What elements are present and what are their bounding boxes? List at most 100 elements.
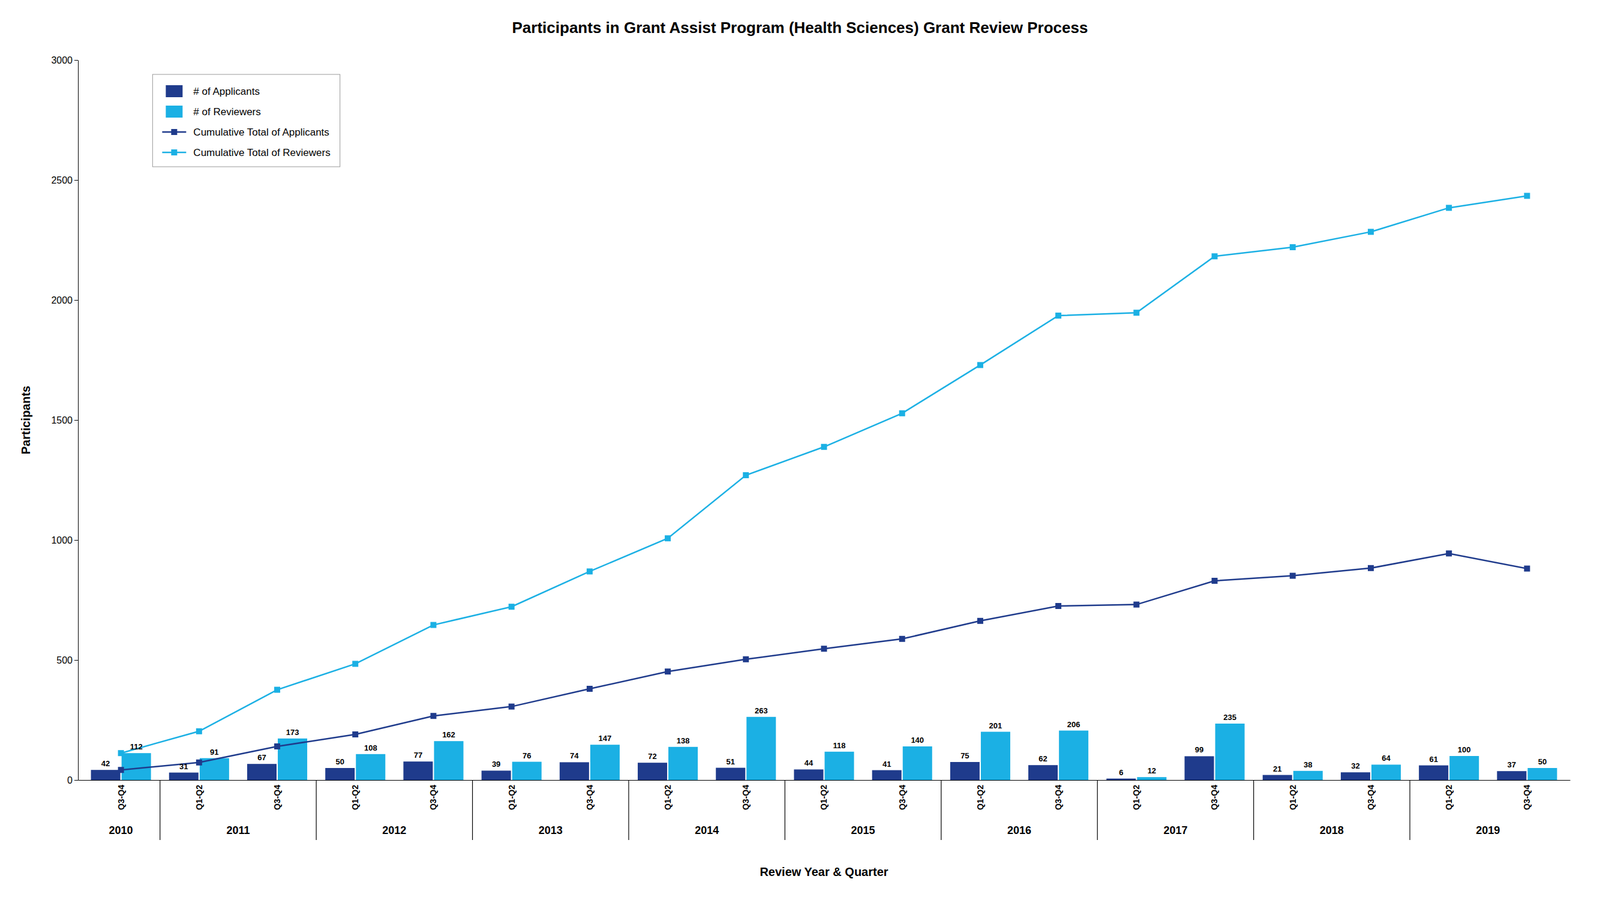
legend-box: [152, 74, 340, 167]
data-label: 44: [804, 758, 814, 768]
y-tick: 2000: [50, 295, 78, 306]
data-label: 32: [1351, 761, 1360, 771]
group-separator: [316, 779, 317, 840]
bar: [980, 731, 1011, 780]
legend-label: Cumulative Total of Reviewers: [193, 146, 330, 159]
x-tick-label: Q1-Q2: [1131, 784, 1142, 810]
x-tick: Q3-Q4: [1366, 784, 1376, 810]
x-tick: Q3-Q4: [1209, 784, 1220, 810]
y-tick-label: 500: [56, 655, 73, 666]
data-label: 51: [726, 757, 735, 767]
marker: [1211, 253, 1218, 260]
marker: [1523, 565, 1530, 572]
data-label: 38: [1303, 760, 1313, 770]
marker: [1367, 565, 1374, 572]
x-tick-label: Q3-Q4: [116, 784, 126, 810]
y-axis-line: [77, 60, 79, 781]
group-label: 2019: [1475, 824, 1500, 837]
data-label: 147: [598, 733, 612, 743]
y-axis: 050010001500200025003000: [50, 55, 78, 786]
marker: [586, 685, 593, 692]
marker: [664, 535, 671, 542]
x-tick: Q3-Q4: [1053, 784, 1064, 810]
y-tick-mark: [74, 419, 78, 421]
marker: [118, 766, 125, 773]
x-tick-label: Q1-Q2: [975, 784, 986, 810]
legend-swatch: [165, 85, 183, 98]
marker: [1445, 204, 1452, 211]
y-tick: 1500: [50, 415, 78, 426]
marks: [91, 192, 1558, 780]
x-tick-label: Q3-Q4: [897, 784, 908, 810]
x-tick: Q3-Q4: [428, 784, 438, 810]
chart: Participants in Grant Assist Program (He…: [0, 0, 1600, 900]
bar: [512, 761, 542, 780]
data-label: 138: [676, 736, 690, 746]
y-tick-mark: [74, 59, 78, 61]
data-label: 91: [209, 747, 219, 757]
x-tick: Q1-Q2: [975, 784, 986, 810]
y-tick-mark: [74, 779, 78, 781]
data-label: 62: [1038, 754, 1047, 764]
line-series: [118, 550, 1531, 773]
data-label: 206: [1067, 719, 1081, 729]
x-tick-label: Q3-Q4: [740, 784, 751, 810]
data-label: 67: [257, 752, 266, 762]
x-tick-label: Q3-Q4: [584, 784, 595, 810]
data-label: 12: [1147, 766, 1157, 776]
marker: [1133, 309, 1140, 316]
group-label: 2013: [538, 824, 563, 837]
marker: [1211, 577, 1218, 584]
marker: [742, 656, 749, 663]
marker: [899, 410, 906, 417]
bar: [1527, 767, 1557, 780]
data-label: 173: [286, 727, 300, 737]
legend-item: # of Reviewers: [165, 105, 261, 118]
bar: [91, 769, 121, 780]
marker: [977, 361, 984, 368]
bar: [824, 751, 855, 780]
data-label: 140: [910, 735, 924, 745]
marker: [977, 617, 984, 624]
x-tick-label: Q3-Q4: [428, 784, 438, 810]
group-label: 2012: [382, 824, 407, 837]
bar: [1215, 723, 1245, 780]
legend-item: Cumulative Total of Applicants: [161, 126, 329, 138]
y-axis-title: Participants: [19, 385, 33, 455]
y-tick: 2500: [50, 175, 78, 186]
x-tick: Q3-Q4: [272, 784, 282, 810]
x-tick-label: Q3-Q4: [1053, 784, 1064, 810]
data-label: 162: [442, 730, 456, 740]
legend-item: Cumulative Total of Reviewers: [161, 146, 330, 159]
marker: [352, 731, 359, 738]
marker: [274, 686, 281, 693]
bar: [793, 769, 824, 780]
marker: [1055, 312, 1062, 319]
bar-series: [121, 716, 1558, 780]
marker: [1445, 550, 1452, 557]
bar: [1136, 776, 1167, 780]
line: [121, 553, 1528, 770]
data-label: 50: [1538, 757, 1547, 767]
marker: [118, 749, 125, 756]
x-tick-label: Q1-Q2: [506, 784, 517, 810]
marker: [664, 668, 671, 675]
data-label: 99: [1195, 745, 1204, 755]
bar: [1184, 755, 1215, 780]
bar: [746, 716, 776, 780]
marker: [508, 703, 515, 710]
data-label: 100: [1457, 745, 1472, 755]
legend-item: # of Applicants: [165, 85, 260, 98]
bar: [637, 762, 668, 780]
marker: [586, 568, 593, 575]
marker: [274, 743, 281, 750]
group-separator: [628, 779, 629, 840]
data-label: 76: [522, 751, 531, 761]
x-tick-label: Q1-Q2: [1288, 784, 1298, 810]
group-label: 2017: [1163, 824, 1188, 837]
group-separator: [159, 779, 161, 840]
group-label: 2018: [1319, 824, 1344, 837]
x-tick-label: Q1-Q2: [194, 784, 204, 810]
x-tick-label: Q1-Q2: [662, 784, 673, 810]
y-tick: 500: [56, 655, 78, 666]
